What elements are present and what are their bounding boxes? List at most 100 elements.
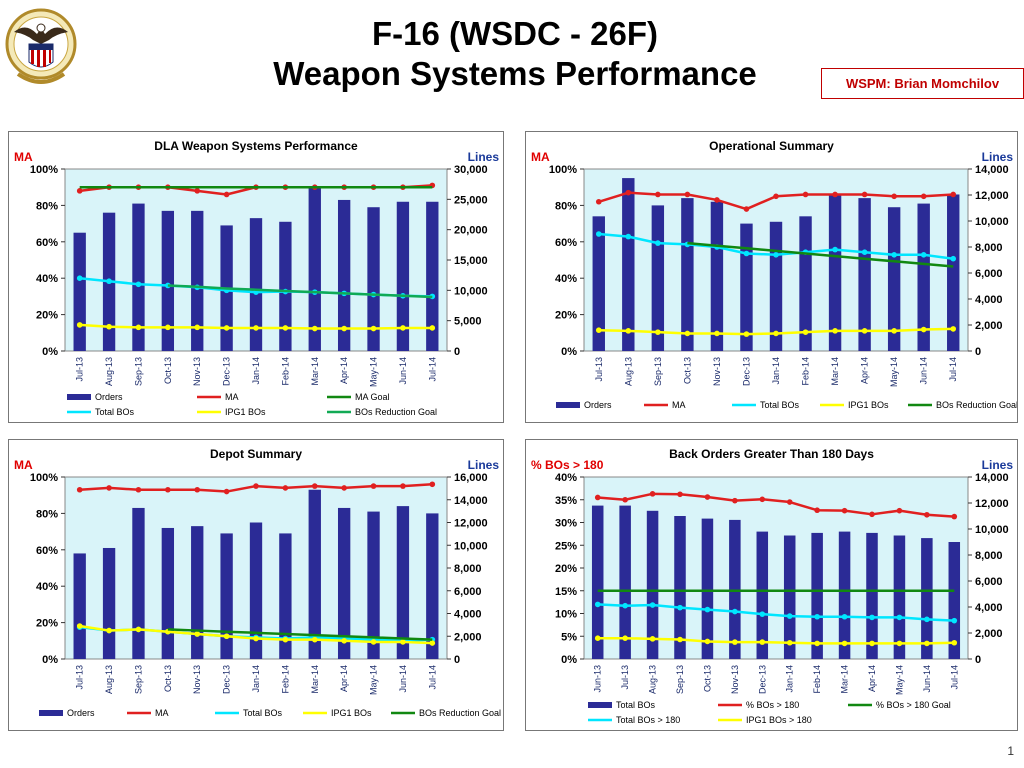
x-tick-label: Mar-14 [830, 357, 840, 386]
point-ipg1-bos-180 [622, 635, 628, 641]
point-total-bos-180 [896, 614, 903, 621]
bar-orders [426, 201, 439, 351]
chart-title: Depot Summary [210, 447, 302, 461]
point-total-bos [595, 231, 602, 237]
bar-total-bos [591, 505, 604, 659]
point-ma [223, 488, 230, 495]
right-tick-label: 0 [454, 654, 460, 666]
legend-label-bos-reduction-goal: BOs Reduction Goal [936, 400, 1017, 410]
point-ipg1-bos [861, 328, 868, 334]
right-axis-label: Lines [468, 150, 500, 164]
point-ipg1-bos [773, 330, 779, 337]
point-ipg1-bos [76, 623, 83, 629]
point-ma [950, 191, 957, 198]
legend-label-bos-reduction-goal: BOs Reduction Goal [419, 708, 501, 718]
x-tick-label: Feb-14 [801, 357, 811, 386]
x-tick-label: Jul-14 [948, 357, 958, 382]
legend-label--bos-180-goal: % BOs > 180 Goal [876, 700, 951, 710]
point-total-bos-180 [814, 613, 820, 620]
x-tick-label: Nov-13 [712, 357, 722, 386]
right-tick-label: 2,000 [975, 628, 1003, 640]
bar-orders [191, 210, 204, 351]
x-tick-label: Jan-14 [785, 665, 795, 693]
point-ma [223, 191, 230, 198]
bar-orders [740, 223, 753, 351]
x-tick-label: Jul-13 [75, 665, 85, 690]
point-ipg1-bos-180 [732, 639, 738, 645]
x-tick-label: Jan-14 [251, 357, 261, 385]
point-total-bos [832, 246, 838, 253]
point-ipg1-bos-180 [814, 640, 820, 647]
page-title: F-16 (WSDC - 26F) Weapon Systems Perform… [130, 14, 900, 94]
legend-label-bos-reduction-goal: BOs Reduction Goal [355, 407, 437, 417]
point-ma [253, 483, 259, 489]
left-axis-label: MA [14, 458, 33, 472]
x-tick-label: Mar-14 [310, 357, 320, 386]
x-tick-label: May-14 [369, 665, 379, 695]
legend-label-ipg1-bos: IPG1 BOs [331, 708, 372, 718]
legend-label-ma-goal: MA Goal [355, 392, 390, 402]
right-tick-label: 30,000 [454, 164, 488, 176]
point-total-bos-180 [622, 602, 628, 609]
bar-orders [828, 194, 842, 351]
x-tick-label: Mar-14 [840, 665, 850, 694]
legend-label--bos-180: % BOs > 180 [746, 700, 799, 710]
x-tick-label: May-14 [889, 357, 899, 387]
legend-swatch-total-bos [588, 702, 612, 708]
legend-label-ipg1-bos-180: IPG1 BOs > 180 [746, 715, 812, 725]
x-tick-label: May-14 [369, 357, 379, 387]
line-bos-reduction-goal [167, 284, 433, 299]
point-total-bos-180 [759, 611, 766, 617]
right-tick-label: 0 [975, 654, 981, 666]
legend-label-total-bos: Total BOs [760, 400, 800, 410]
point--bos-180 [951, 513, 958, 520]
x-tick-label: Jun-14 [398, 665, 408, 693]
bar-orders [249, 218, 263, 351]
bar-orders [279, 221, 292, 351]
right-tick-label: 10,000 [975, 216, 1009, 228]
chart-panel-operational-summary: Operational Summary MA Lines 0% 20% 40% 60% 80%… [525, 131, 1018, 423]
point-total-bos-180 [786, 613, 793, 619]
point--bos-180 [704, 494, 711, 500]
x-tick-label: Nov-13 [192, 357, 202, 386]
bar-orders [396, 506, 410, 659]
chart-panel-dla-weapon-systems: DLA Weapon Systems Performance MA Lines 0% 2… [8, 131, 504, 423]
x-tick-label: Dec-13 [741, 357, 751, 386]
point-ma [655, 191, 661, 198]
point-ipg1-bos [135, 626, 142, 633]
point-total-bos-180 [704, 606, 711, 613]
left-tick-label: 35% [555, 495, 577, 507]
bar-orders [102, 547, 116, 659]
bar-total-bos [756, 531, 769, 659]
right-axis-label: Lines [982, 458, 1014, 472]
line-total-bos-180 [597, 603, 955, 622]
point--bos-180 [924, 511, 930, 518]
point-ipg1-bos [106, 323, 112, 330]
point-ipg1-bos-180 [759, 639, 766, 645]
right-tick-label: 10,000 [454, 285, 488, 297]
chart-panel-back-orders-180: Back Orders Greater Than 180 Days % BOs >… [525, 439, 1018, 731]
point-ipg1-bos-180 [594, 635, 601, 641]
point-ma [165, 486, 171, 493]
left-tick-label: 40% [555, 472, 577, 484]
point--bos-180 [622, 496, 628, 503]
legend-label-total-bos: Total BOs [243, 708, 283, 718]
bar-orders [858, 198, 871, 351]
chart-back-orders-over-180-days: Back Orders Greater Than 180 Days % BOs >… [531, 447, 1014, 725]
left-tick-label: 20% [36, 618, 58, 630]
page-title-line2: Weapon Systems Performance [273, 55, 757, 92]
bar-orders [249, 522, 263, 659]
x-tick-label: Feb-14 [280, 357, 290, 386]
point-ipg1-bos [311, 636, 318, 643]
point-total-bos-180 [924, 616, 930, 623]
bar-orders [651, 205, 665, 351]
point--bos-180 [869, 511, 875, 518]
point-ipg1-bos [370, 325, 377, 332]
right-axis-label: Lines [982, 150, 1014, 164]
point-total-bos [76, 275, 83, 281]
right-tick-label: 14,000 [975, 472, 1009, 484]
x-tick-label: Feb-14 [280, 665, 290, 694]
point-ma [861, 191, 868, 198]
point-total-bos-180 [649, 602, 656, 608]
x-tick-label: Jul-13 [594, 357, 604, 382]
